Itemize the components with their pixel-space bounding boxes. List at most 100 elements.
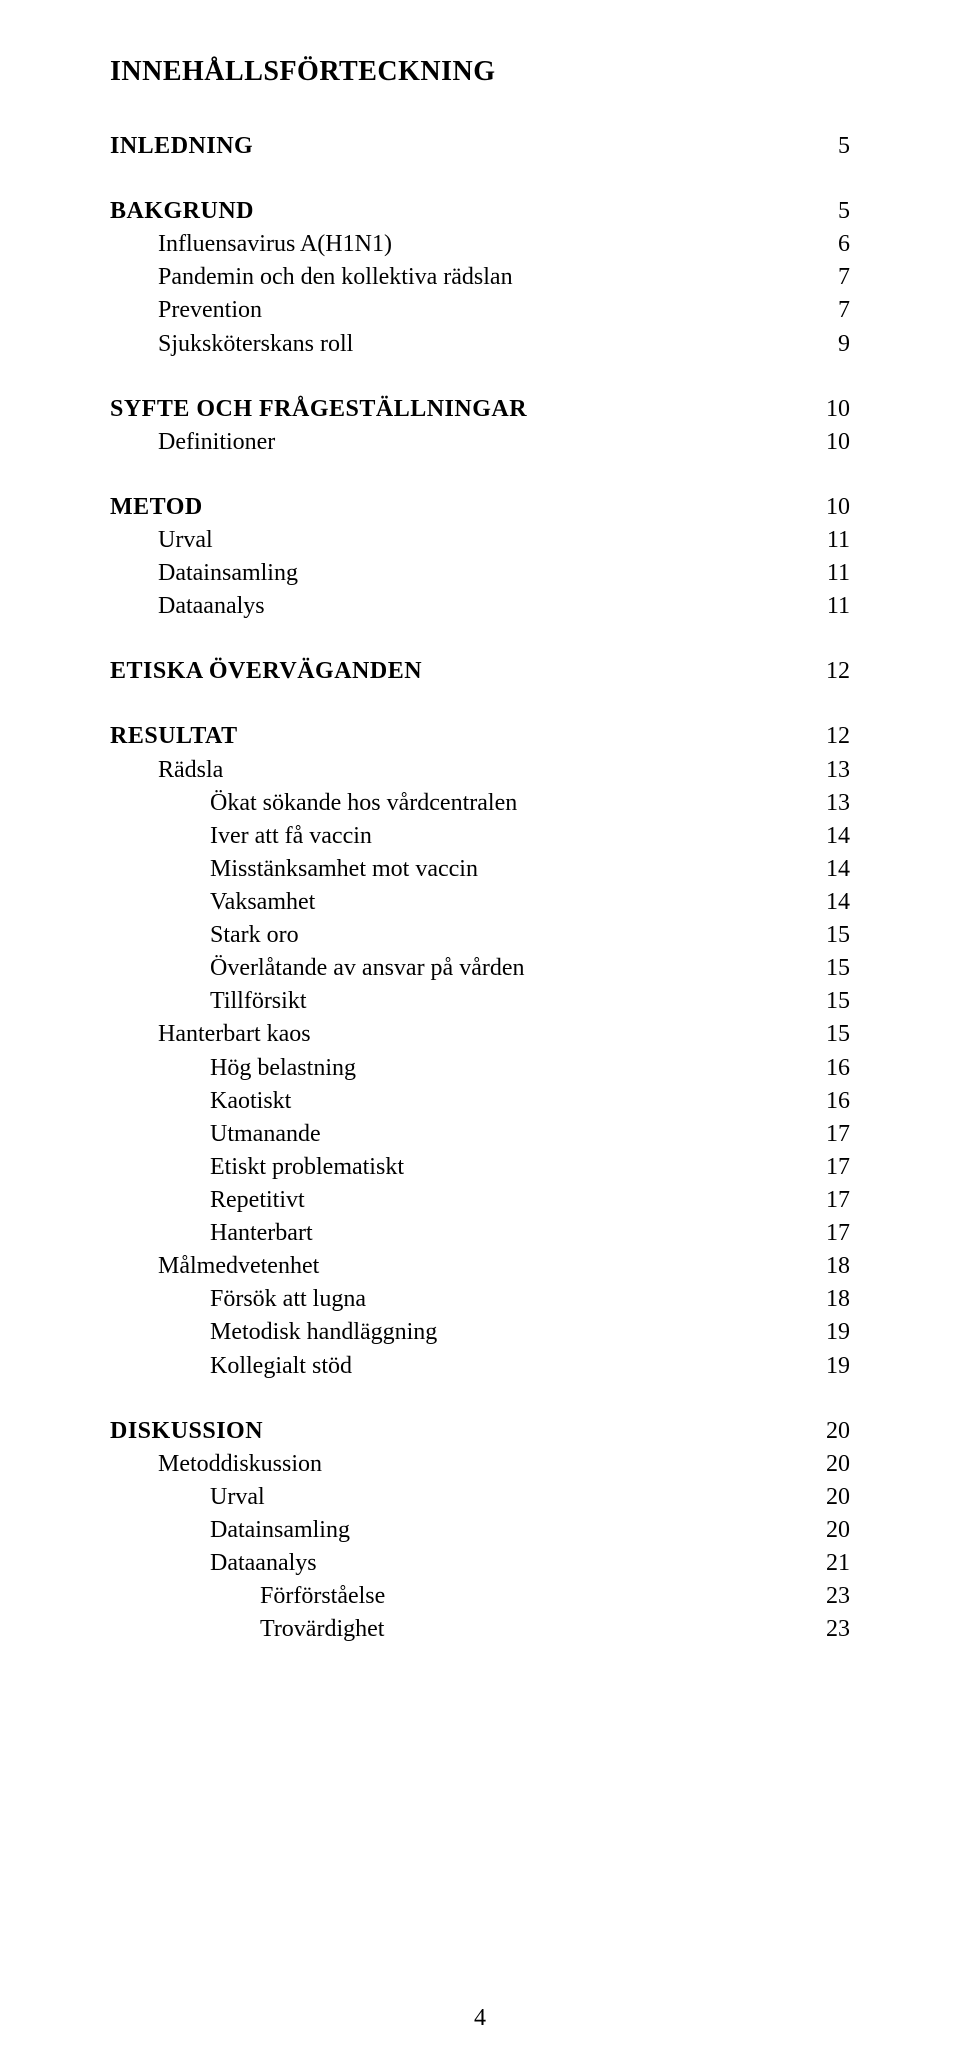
toc-entry: Iver att få vaccin14 xyxy=(110,820,850,853)
toc-entry-page: 18 xyxy=(810,1283,850,1316)
section-gap xyxy=(110,361,850,393)
toc-entry-label: Kollegialt stöd xyxy=(210,1350,352,1383)
toc-entry-label: SYFTE OCH FRÅGESTÄLLNINGAR xyxy=(110,393,527,426)
toc-entry-label: ETISKA ÖVERVÄGANDEN xyxy=(110,655,422,688)
toc-entry: Kollegialt stöd 19 xyxy=(110,1350,850,1383)
toc-entry-page: 20 xyxy=(810,1481,850,1514)
toc-entry-label: DISKUSSION xyxy=(110,1415,263,1448)
toc-entry-page: 5 xyxy=(810,195,850,228)
toc-body: INLEDNING5BAKGRUND5Influensavirus A(H1N1… xyxy=(110,130,850,1646)
toc-entry: Trovärdighet 23 xyxy=(110,1613,850,1646)
toc-entry: Överlåtande av ansvar på vården 15 xyxy=(110,952,850,985)
toc-entry-page: 5 xyxy=(810,130,850,163)
toc-entry: Kaotiskt16 xyxy=(110,1085,850,1118)
toc-entry: Hanterbart17 xyxy=(110,1217,850,1250)
toc-entry-page: 23 xyxy=(810,1613,850,1646)
toc-entry-page: 11 xyxy=(810,524,850,557)
section-gap xyxy=(110,163,850,195)
toc-entry-page: 7 xyxy=(810,294,850,327)
toc-entry-label: Datainsamling xyxy=(210,1514,350,1547)
toc-entry-page: 11 xyxy=(810,557,850,590)
toc-entry-page: 21 xyxy=(810,1547,850,1580)
toc-entry-label: Prevention xyxy=(158,294,262,327)
toc-entry: Metodisk handläggning 19 xyxy=(110,1316,850,1349)
toc-entry: Metoddiskussion20 xyxy=(110,1448,850,1481)
toc-entry-page: 19 xyxy=(810,1316,850,1349)
toc-entry-page: 18 xyxy=(810,1250,850,1283)
section-gap xyxy=(110,688,850,720)
toc-entry-page: 20 xyxy=(810,1415,850,1448)
toc-entry-label: Ökat sökande hos vårdcentralen xyxy=(210,787,517,820)
toc-entry-page: 17 xyxy=(810,1151,850,1184)
toc-entry-page: 12 xyxy=(810,655,850,688)
toc-entry: RESULTAT12 xyxy=(110,720,850,753)
toc-entry-label: BAKGRUND xyxy=(110,195,254,228)
toc-entry: Prevention 7 xyxy=(110,294,850,327)
page-number-footer: 4 xyxy=(0,2005,960,2032)
toc-entry: Pandemin och den kollektiva rädslan7 xyxy=(110,261,850,294)
toc-entry-label: Sjuksköterskans roll xyxy=(158,328,353,361)
toc-entry: INLEDNING 5 xyxy=(110,130,850,163)
toc-entry: Definitioner10 xyxy=(110,426,850,459)
toc-entry-page: 19 xyxy=(810,1350,850,1383)
toc-entry: Influensavirus A(H1N1) 6 xyxy=(110,228,850,261)
toc-entry-page: 17 xyxy=(810,1118,850,1151)
toc-entry-label: Urval xyxy=(158,524,213,557)
toc-entry-label: Etiskt problematiskt xyxy=(210,1151,404,1184)
toc-entry: Datainsamling11 xyxy=(110,557,850,590)
toc-entry-label: INLEDNING xyxy=(110,130,253,163)
toc-entry-label: Målmedvetenhet xyxy=(158,1250,319,1283)
toc-entry-page: 15 xyxy=(810,985,850,1018)
toc-entry-label: Tillförsikt xyxy=(210,985,306,1018)
toc-entry: Hög belastning 16 xyxy=(110,1052,850,1085)
toc-entry-label: Dataanalys xyxy=(158,590,265,623)
toc-entry: Utmanande17 xyxy=(110,1118,850,1151)
toc-entry: Urval 11 xyxy=(110,524,850,557)
toc-entry: Rädsla13 xyxy=(110,754,850,787)
toc-entry-label: Hanterbart kaos xyxy=(158,1018,311,1051)
toc-entry: Hanterbart kaos 15 xyxy=(110,1018,850,1051)
toc-entry-page: 14 xyxy=(810,886,850,919)
toc-entry: Sjuksköterskans roll 9 xyxy=(110,328,850,361)
toc-entry: Ökat sökande hos vårdcentralen13 xyxy=(110,787,850,820)
toc-entry-page: 15 xyxy=(810,952,850,985)
toc-entry-page: 16 xyxy=(810,1085,850,1118)
toc-entry-label: Vaksamhet xyxy=(210,886,315,919)
toc-entry: SYFTE OCH FRÅGESTÄLLNINGAR 10 xyxy=(110,393,850,426)
toc-entry-label: Stark oro xyxy=(210,919,299,952)
toc-entry-label: Dataanalys xyxy=(210,1547,317,1580)
toc-entry: Urval 20 xyxy=(110,1481,850,1514)
toc-entry-label: Förförståelse xyxy=(260,1580,385,1613)
toc-entry: Förförståelse 23 xyxy=(110,1580,850,1613)
toc-entry-page: 6 xyxy=(810,228,850,261)
toc-entry-page: 14 xyxy=(810,853,850,886)
toc-entry: Datainsamling20 xyxy=(110,1514,850,1547)
toc-entry: Stark oro 15 xyxy=(110,919,850,952)
toc-entry: METOD10 xyxy=(110,491,850,524)
toc-entry-page: 9 xyxy=(810,328,850,361)
toc-entry-label: RESULTAT xyxy=(110,720,238,753)
toc-entry-label: Urval xyxy=(210,1481,265,1514)
toc-entry-label: Rädsla xyxy=(158,754,223,787)
section-gap xyxy=(110,459,850,491)
toc-entry-page: 15 xyxy=(810,1018,850,1051)
toc-entry-label: Metodisk handläggning xyxy=(210,1316,437,1349)
toc-entry: Misstänksamhet mot vaccin14 xyxy=(110,853,850,886)
toc-title: INNEHÅLLSFÖRTECKNING xyxy=(110,56,850,88)
toc-entry: Dataanalys11 xyxy=(110,590,850,623)
toc-entry-label: Metoddiskussion xyxy=(158,1448,322,1481)
toc-entry-label: Repetitivt xyxy=(210,1184,305,1217)
toc-entry-label: Hög belastning xyxy=(210,1052,356,1085)
toc-entry: Etiskt problematiskt 17 xyxy=(110,1151,850,1184)
toc-entry-label: Överlåtande av ansvar på vården xyxy=(210,952,525,985)
section-gap xyxy=(110,623,850,655)
toc-entry-page: 23 xyxy=(810,1580,850,1613)
toc-entry-page: 16 xyxy=(810,1052,850,1085)
toc-entry-label: METOD xyxy=(110,491,203,524)
toc-entry-label: Influensavirus A(H1N1) xyxy=(158,228,392,261)
toc-entry-page: 10 xyxy=(810,393,850,426)
toc-entry: Repetitivt17 xyxy=(110,1184,850,1217)
toc-entry-page: 15 xyxy=(810,919,850,952)
toc-entry-label: Trovärdighet xyxy=(260,1613,384,1646)
toc-entry-label: Definitioner xyxy=(158,426,275,459)
